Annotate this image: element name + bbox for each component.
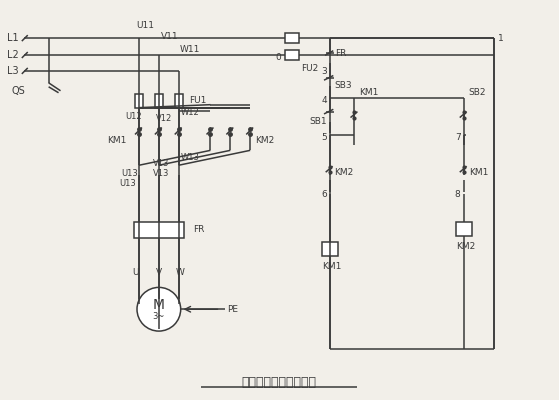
Text: L2: L2 bbox=[7, 50, 18, 60]
Text: KM1: KM1 bbox=[359, 88, 379, 97]
Text: FR: FR bbox=[193, 225, 205, 234]
Text: L1: L1 bbox=[7, 33, 18, 43]
Text: PE: PE bbox=[228, 305, 238, 314]
Text: V11: V11 bbox=[161, 32, 178, 41]
Text: 6: 6 bbox=[322, 190, 328, 198]
Bar bbox=[135, 94, 143, 108]
Text: V: V bbox=[156, 268, 162, 277]
Text: W12: W12 bbox=[181, 108, 200, 117]
Text: W: W bbox=[176, 268, 184, 277]
Bar bbox=[456, 222, 472, 236]
Text: V13: V13 bbox=[153, 169, 169, 178]
Text: 8: 8 bbox=[455, 190, 461, 198]
Text: U12: U12 bbox=[125, 112, 141, 121]
Text: U11: U11 bbox=[136, 21, 154, 30]
Text: U13: U13 bbox=[121, 169, 138, 178]
Text: KM2: KM2 bbox=[456, 242, 475, 251]
Text: L3: L3 bbox=[7, 66, 18, 76]
Text: 4: 4 bbox=[322, 96, 328, 105]
Text: KM1: KM1 bbox=[322, 262, 341, 271]
Bar bbox=[134, 222, 184, 238]
Text: M: M bbox=[153, 298, 165, 312]
Bar bbox=[285, 50, 299, 60]
Bar bbox=[175, 94, 183, 108]
Text: SB2: SB2 bbox=[468, 88, 486, 97]
Text: KM2: KM2 bbox=[255, 136, 274, 145]
Text: 1: 1 bbox=[498, 34, 503, 43]
Text: 3: 3 bbox=[322, 67, 328, 76]
Text: V13: V13 bbox=[153, 159, 169, 168]
Text: SB3: SB3 bbox=[335, 81, 352, 90]
Text: U: U bbox=[132, 268, 139, 277]
Bar bbox=[155, 94, 163, 108]
Text: W11: W11 bbox=[179, 44, 200, 54]
Bar bbox=[322, 242, 338, 256]
Circle shape bbox=[137, 287, 181, 331]
Text: V12: V12 bbox=[156, 114, 172, 123]
Bar bbox=[285, 33, 299, 43]
Text: KM1: KM1 bbox=[468, 168, 488, 177]
Text: 7: 7 bbox=[455, 133, 461, 142]
Text: SB1: SB1 bbox=[310, 117, 328, 126]
Text: 5: 5 bbox=[322, 133, 328, 142]
Text: FU2: FU2 bbox=[301, 64, 318, 74]
Text: U13: U13 bbox=[119, 179, 136, 188]
Text: 接触器联锁正反转电路: 接触器联锁正反转电路 bbox=[241, 376, 316, 389]
Text: KM2: KM2 bbox=[335, 168, 354, 177]
Text: FR: FR bbox=[335, 48, 347, 58]
Text: FU1: FU1 bbox=[188, 96, 206, 105]
Text: QS: QS bbox=[12, 86, 26, 96]
Text: 3~: 3~ bbox=[153, 312, 165, 321]
Text: W13: W13 bbox=[181, 153, 200, 162]
Text: 0: 0 bbox=[275, 52, 281, 62]
Text: KM1: KM1 bbox=[107, 136, 126, 145]
